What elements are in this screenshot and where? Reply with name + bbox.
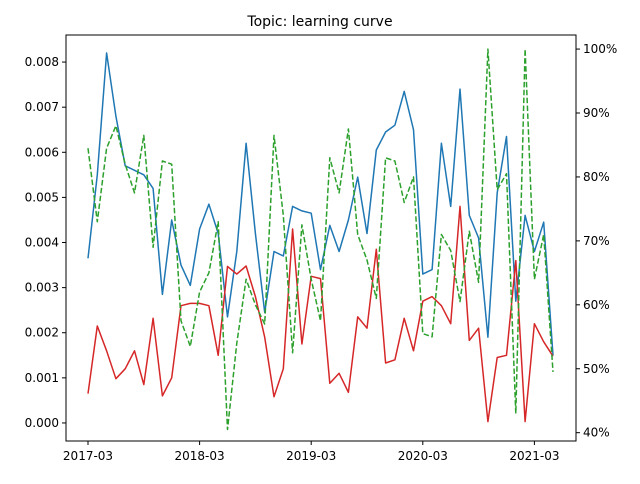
y-right-tick-label: 90%: [583, 106, 610, 120]
y-left-tick-label: 0.000: [25, 416, 59, 430]
y-right-tick-label: 70%: [583, 234, 610, 248]
x-tick-label: 2019-03: [286, 449, 336, 463]
plot-frame: [65, 34, 577, 442]
y-left-tick-label: 0.007: [25, 100, 59, 114]
y-right-tick-label: 50%: [583, 362, 610, 376]
x-tick-label: 2017-03: [63, 449, 113, 463]
y-right-tick-label: 40%: [583, 426, 610, 440]
y-left-tick-label: 0.008: [25, 55, 59, 69]
x-tick-label: 2018-03: [175, 449, 225, 463]
y-left-tick-label: 0.001: [25, 371, 59, 385]
chart-title: Topic: learning curve: [246, 14, 392, 30]
series-line-2: [87, 205, 554, 423]
y-left-tick-label: 0.005: [25, 190, 59, 204]
series-line-1: [87, 52, 554, 356]
y-left-tick-label: 0.006: [25, 145, 59, 159]
y-right-tick-label: 100%: [583, 42, 617, 56]
axes-layer: 0.000 0.001 0.002 0.003 0.004 0.005 0.006 0.007…: [25, 42, 618, 463]
y-left-tick-label: 0.004: [25, 236, 59, 250]
series-line-3: [87, 48, 554, 431]
y-left-tick-label: 0.003: [25, 281, 59, 295]
series-layer: [87, 48, 554, 431]
x-tick-label: 2021-03: [509, 449, 559, 463]
y-right-tick-label: 60%: [583, 298, 610, 312]
y-right-tick-label: 80%: [583, 170, 610, 184]
x-tick-label: 2020-03: [398, 449, 448, 463]
y-left-tick-label: 0.002: [25, 326, 59, 340]
